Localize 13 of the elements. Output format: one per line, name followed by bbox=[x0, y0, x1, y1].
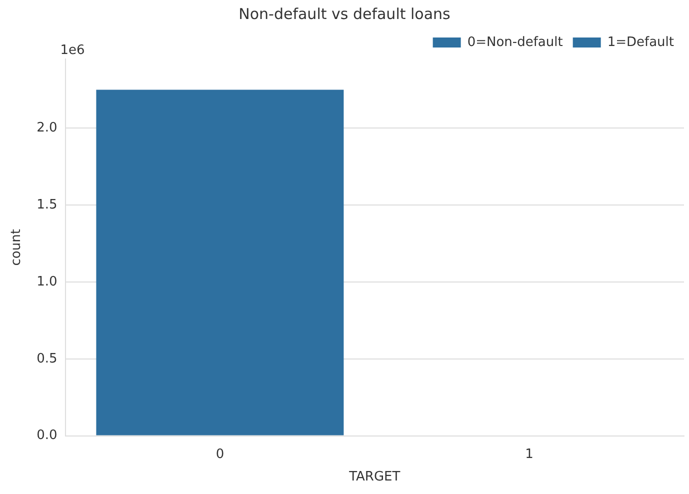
legend-label: 0=Non-default bbox=[467, 34, 563, 50]
x-tick-label: 1 bbox=[525, 446, 534, 462]
y-tick-label: 1.5 bbox=[36, 197, 58, 212]
chart-title: Non-default vs default loans bbox=[238, 4, 451, 23]
y-axis-title: count bbox=[9, 229, 24, 266]
y-tick-label: 2.0 bbox=[36, 120, 58, 136]
y-tick-label: 0.0 bbox=[36, 428, 58, 444]
text: 1e6 bbox=[60, 42, 85, 58]
x-tick-label: 0 bbox=[216, 446, 224, 462]
y-tick-label: 0.5 bbox=[36, 351, 58, 366]
legend-label: 1=Default bbox=[607, 34, 674, 50]
y-tick-label: 1.0 bbox=[36, 274, 58, 290]
x-axis-title: TARGET bbox=[348, 470, 400, 485]
